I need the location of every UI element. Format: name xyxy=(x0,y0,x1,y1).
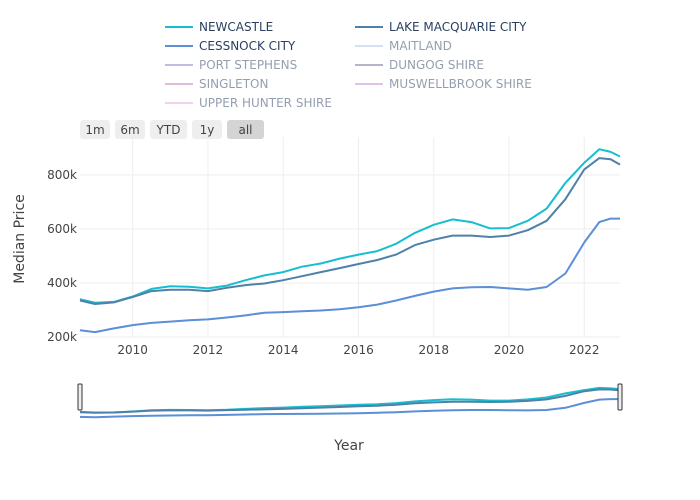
legend-item-port-stephens[interactable]: PORT STEPHENS xyxy=(165,58,297,72)
range-button-label: 6m xyxy=(120,123,139,137)
range-button-1m[interactable]: 1m xyxy=(80,120,110,139)
x-tick-label: 2016 xyxy=(343,343,374,357)
range-slider-line-cessnock-city xyxy=(79,398,620,419)
legend-label: DUNGOG SHIRE xyxy=(389,58,484,72)
legend-item-muswellbrook-shire[interactable]: MUSWELLBROOK SHIRE xyxy=(355,77,532,91)
range-button-bg xyxy=(227,120,264,139)
range-button-bg xyxy=(115,120,145,139)
series-lines xyxy=(79,148,621,334)
range-button-label: YTD xyxy=(156,123,181,137)
legend-item-newcastle[interactable]: NEWCASTLE xyxy=(165,20,273,34)
x-tick-label: 2014 xyxy=(268,343,299,357)
y-axis: 200k 400k 600k 800k xyxy=(47,168,77,344)
range-button-ytd[interactable]: YTD xyxy=(150,120,187,139)
series-line-lake-macquarie-city xyxy=(79,157,621,305)
legend-label: CESSNOCK CITY xyxy=(199,39,296,53)
y-axis-title: Median Price xyxy=(12,194,28,284)
range-slider-left-handle[interactable] xyxy=(77,383,83,411)
range-slider[interactable] xyxy=(77,382,623,419)
legend-label: SINGLETON xyxy=(199,77,268,91)
x-tick-label: 2018 xyxy=(418,343,449,357)
grid xyxy=(80,137,620,338)
x-tick-label: 2022 xyxy=(569,343,600,357)
legend-item-maitland[interactable]: MAITLAND xyxy=(355,39,452,53)
x-tick-label: 2010 xyxy=(117,343,148,357)
y-tick-label: 400k xyxy=(47,276,77,290)
range-button-label: 1m xyxy=(85,123,104,137)
legend-item-cessnock-city[interactable]: CESSNOCK CITY xyxy=(165,39,296,53)
y-tick-label: 200k xyxy=(47,330,77,344)
legend-label: MAITLAND xyxy=(389,39,452,53)
legend-item-upper-hunter-shire[interactable]: UPPER HUNTER SHIRE xyxy=(165,96,332,110)
x-axis: 2010 2012 2014 2016 2018 2020 2022 xyxy=(117,343,599,357)
legend: NEWCASTLE LAKE MACQUARIE CITY CESSNOCK CIT… xyxy=(165,20,532,110)
legend-label: LAKE MACQUARIE CITY xyxy=(389,20,527,34)
y-tick-label: 800k xyxy=(47,168,77,182)
legend-label: UPPER HUNTER SHIRE xyxy=(199,96,332,110)
x-axis-title: Year xyxy=(333,438,364,454)
y-tick-label: 600k xyxy=(47,222,77,236)
legend-item-dungog-shire[interactable]: DUNGOG SHIRE xyxy=(355,58,484,72)
range-button-bg xyxy=(150,120,187,139)
legend-item-singleton[interactable]: SINGLETON xyxy=(165,77,268,91)
x-tick-label: 2020 xyxy=(494,343,525,357)
x-tick-label: 2012 xyxy=(193,343,224,357)
legend-label: PORT STEPHENS xyxy=(199,58,297,72)
legend-label: NEWCASTLE xyxy=(199,20,273,34)
range-button-bg xyxy=(80,120,110,139)
legend-label: MUSWELLBROOK SHIRE xyxy=(389,77,532,91)
range-selector: 1m 6m YTD 1y all xyxy=(80,120,264,139)
series-line-cessnock-city xyxy=(79,217,620,334)
range-button-6m[interactable]: 6m xyxy=(115,120,145,139)
range-button-bg xyxy=(192,120,222,139)
range-button-all[interactable]: all xyxy=(227,120,264,139)
legend-item-lake-macquarie-city[interactable]: LAKE MACQUARIE CITY xyxy=(355,20,527,34)
range-button-label: all xyxy=(238,123,252,137)
range-button-1y[interactable]: 1y xyxy=(192,120,222,139)
range-slider-right-handle[interactable] xyxy=(617,383,623,411)
range-button-label: 1y xyxy=(200,123,215,137)
range-slider-line-lake-macquarie-city xyxy=(79,388,621,414)
series-line-newcastle xyxy=(79,148,621,304)
